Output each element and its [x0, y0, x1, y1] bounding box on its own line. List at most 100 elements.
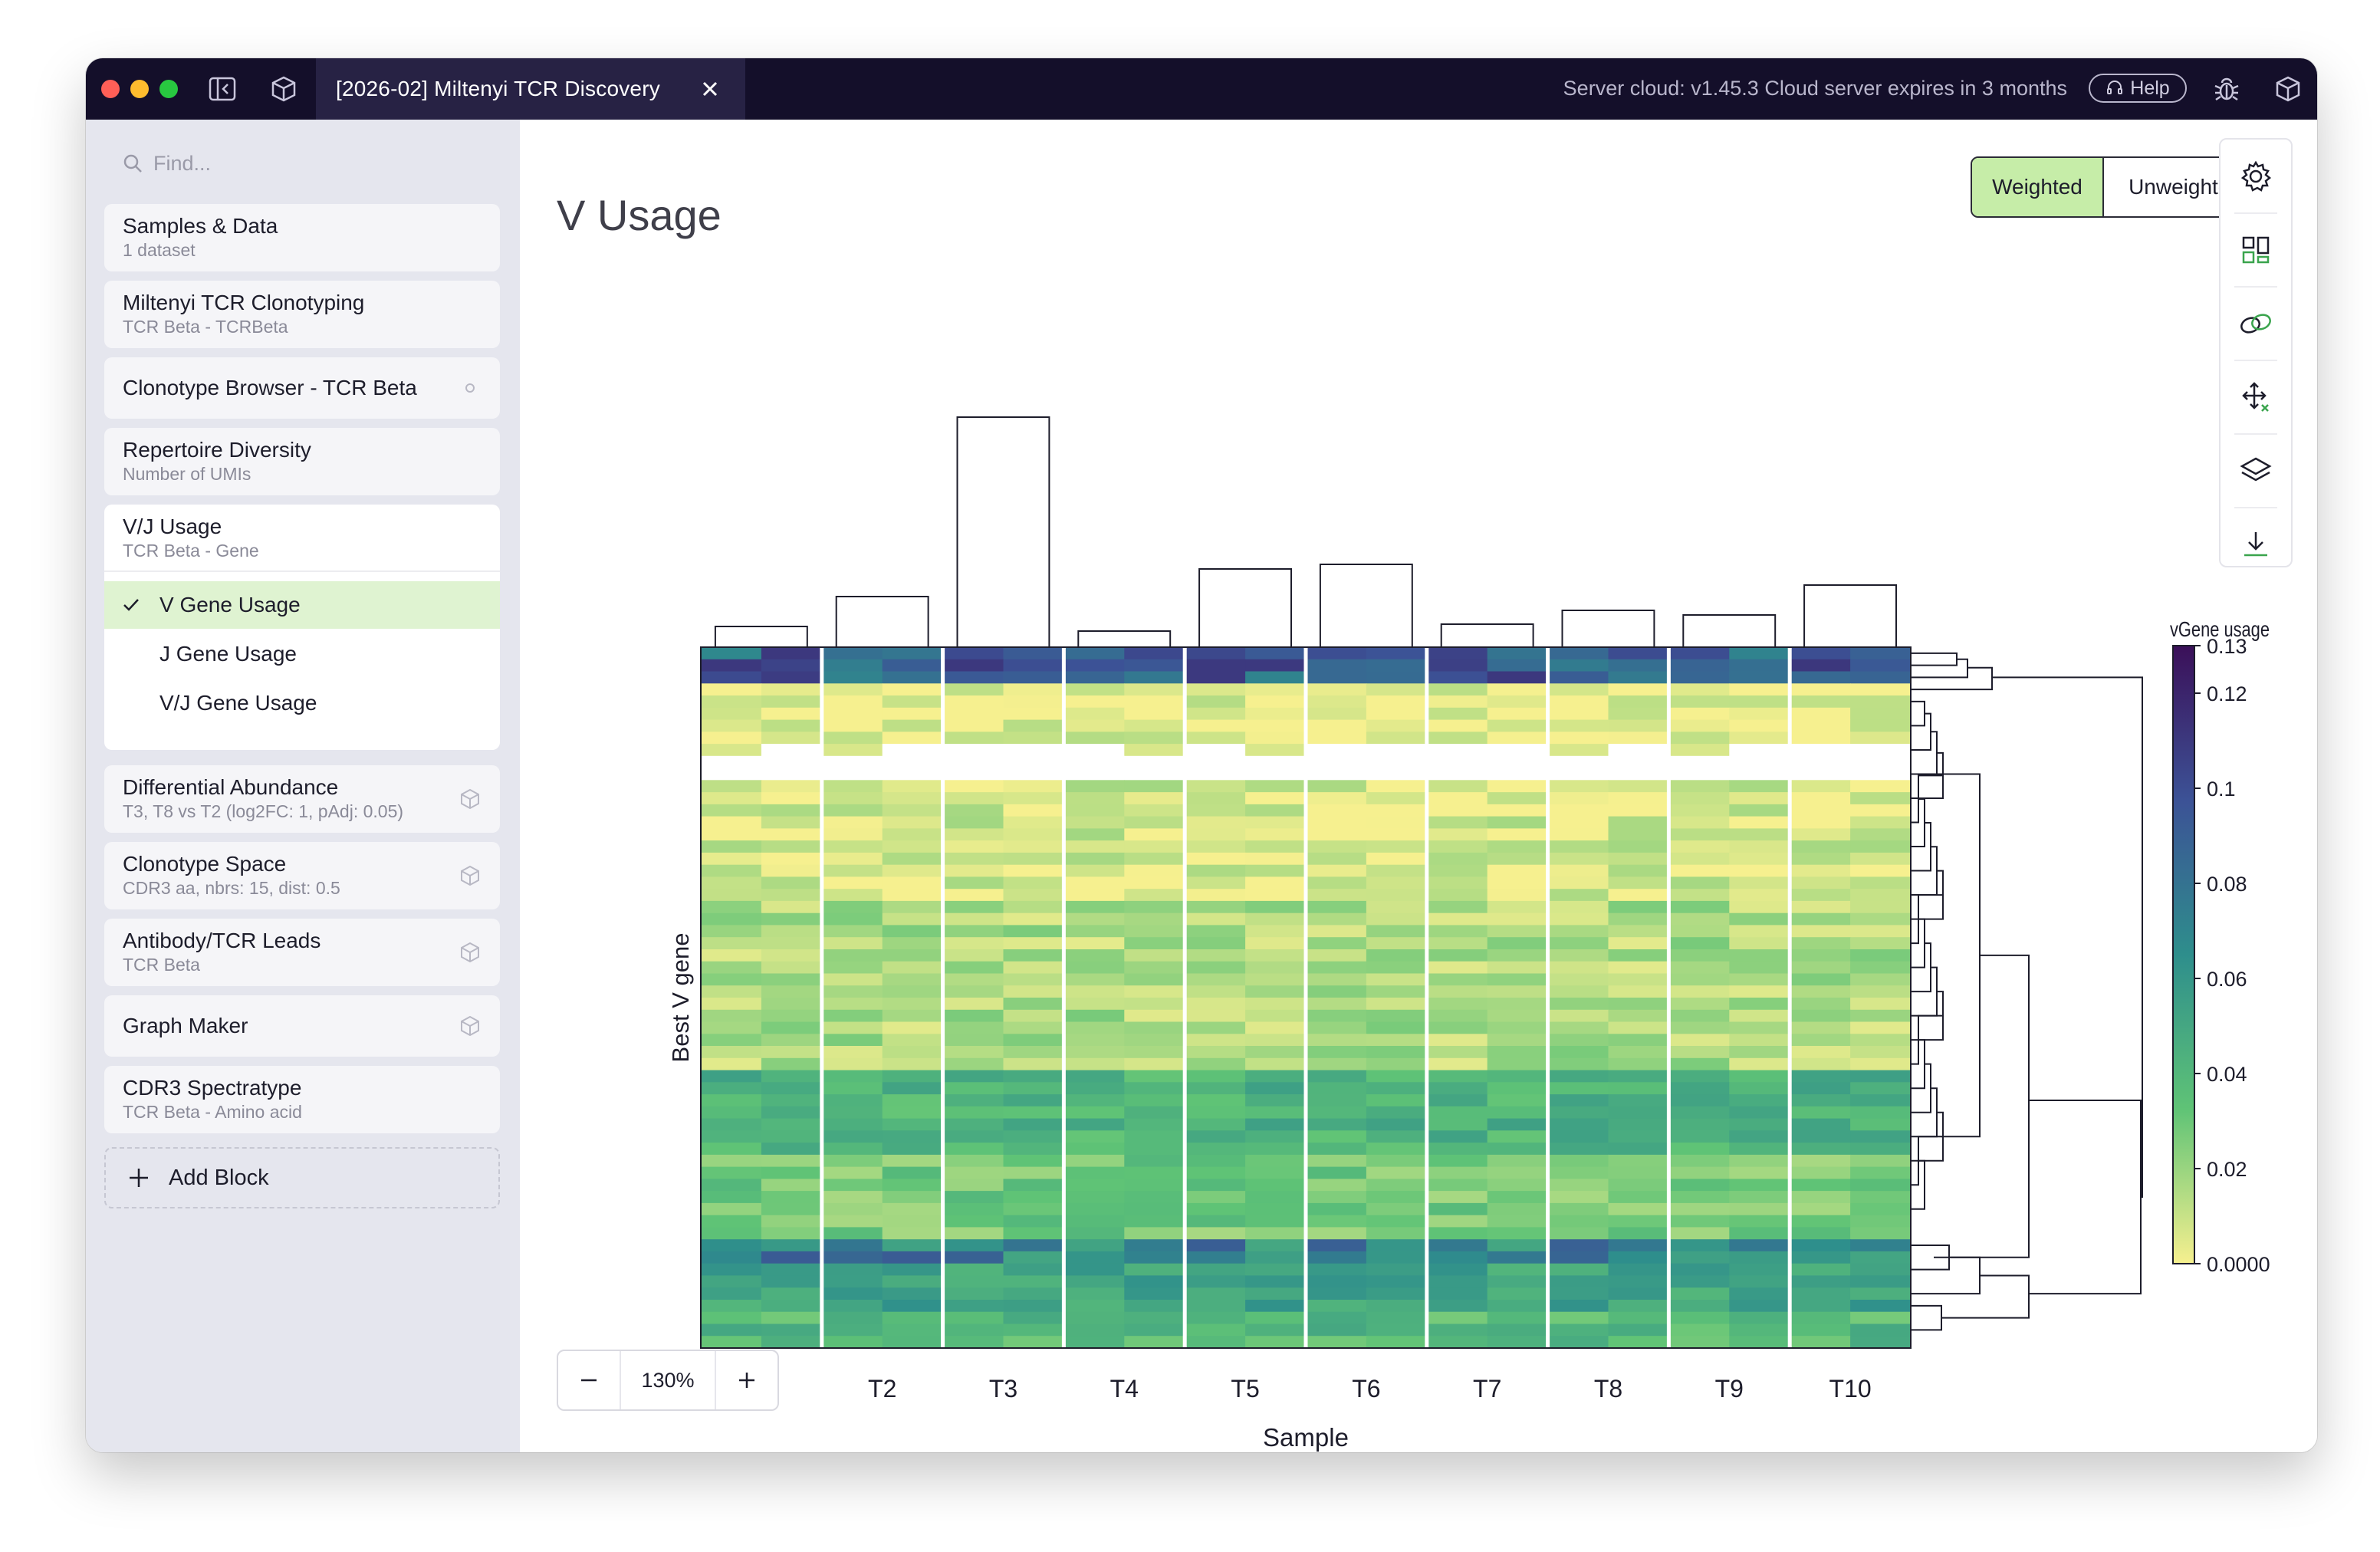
move-axis-icon[interactable] — [2221, 360, 2291, 434]
heatmap-cell — [761, 864, 823, 878]
close-window-button[interactable] — [101, 80, 120, 98]
heatmap-cell — [1124, 1215, 1185, 1228]
heatmap-cell — [942, 889, 1004, 902]
block-vj-usage[interactable]: V/J Usage TCR Beta - Gene V Gene Usage J… — [104, 505, 500, 750]
heatmap-cell — [1063, 1070, 1125, 1083]
block-miltenyi-clonotyping[interactable]: Miltenyi TCR Clonotyping TCR Beta - TCRB… — [104, 281, 500, 348]
heatmap-cell — [1729, 1275, 1790, 1288]
block-cdr3-spectratype[interactable]: CDR3 Spectratype TCR Beta - Amino acid — [104, 1066, 500, 1133]
find-input[interactable] — [152, 150, 446, 176]
heatmap-cell — [1063, 1166, 1125, 1179]
project-box-icon[interactable] — [267, 72, 301, 106]
blocks-layout-icon[interactable] — [2221, 213, 2291, 287]
heatmap-cell — [1487, 1323, 1549, 1337]
heatmap-cell — [1124, 1336, 1185, 1349]
heatmap-cell — [1668, 852, 1730, 866]
x-tick-label: T3 — [989, 1375, 1017, 1402]
heatmap-cell — [1185, 998, 1246, 1011]
heatmap-cell — [1185, 864, 1246, 878]
link-icon[interactable] — [2221, 287, 2291, 360]
heatmap-cell — [882, 1179, 944, 1192]
heatmap-cell — [1124, 1021, 1185, 1034]
maximize-window-button[interactable] — [159, 80, 178, 98]
bug-report-icon[interactable] — [2210, 72, 2244, 106]
heatmap-cell — [701, 1106, 762, 1120]
close-tab-icon[interactable] — [695, 74, 725, 104]
heatmap-cell — [1608, 1034, 1669, 1047]
heatmap-cell — [1487, 1106, 1549, 1120]
heatmap-cell — [1003, 864, 1064, 878]
heatmap-cell — [1063, 1191, 1125, 1204]
dendrogram-link — [1911, 658, 1968, 679]
heatmap-cell — [882, 792, 944, 805]
download-icon[interactable] — [2221, 508, 2291, 581]
heatmap-cell — [1245, 1263, 1307, 1277]
heatmap-cell — [1668, 937, 1730, 950]
heatmap-cell — [1366, 1057, 1428, 1071]
heatmap-cell — [1124, 1082, 1185, 1095]
heatmap-cell — [1306, 1336, 1367, 1349]
layers-icon[interactable] — [2221, 434, 2291, 508]
heatmap-cell — [761, 792, 823, 805]
block-differential-abundance[interactable]: Differential Abundance T3, T8 vs T2 (log… — [104, 765, 500, 833]
heatmap-cell — [942, 1251, 1004, 1264]
heatmap-cell — [1668, 755, 1730, 769]
block-clonotype-space[interactable]: Clonotype Space CDR3 aa, nbrs: 15, dist:… — [104, 842, 500, 909]
minimize-window-button[interactable] — [130, 80, 149, 98]
heatmap-cell — [1487, 961, 1549, 975]
heatmap-cell — [942, 695, 1004, 709]
zoom-out-button[interactable] — [558, 1351, 620, 1409]
find-bar[interactable] — [123, 146, 460, 181]
heatmap-cell — [1366, 1143, 1428, 1156]
block-samples-data[interactable]: Samples & Data 1 dataset — [104, 204, 500, 271]
heatmap-cell — [1426, 1215, 1488, 1228]
heatmap-cell — [1426, 1034, 1488, 1047]
heatmap-cell — [942, 1287, 1004, 1300]
heatmap-cell — [1426, 695, 1488, 709]
heatmap-cell — [1487, 755, 1549, 769]
block-repertoire-diversity[interactable]: Repertoire Diversity Number of UMIs — [104, 428, 500, 495]
block-antibody-tcr-leads[interactable]: Antibody/TCR Leads TCR Beta — [104, 919, 500, 986]
heatmap-cell — [701, 744, 762, 757]
heatmap-cell — [821, 816, 883, 829]
heatmap-cell — [701, 755, 762, 769]
heatmap-cell — [761, 659, 823, 672]
heatmap-cell — [701, 1143, 762, 1156]
sidebar-toggle-icon[interactable] — [205, 72, 239, 106]
heatmap-cell — [1668, 1275, 1730, 1288]
heatmap-cell — [821, 900, 883, 914]
heatmap-cell — [882, 925, 944, 938]
heatmap-cell — [1426, 1287, 1488, 1300]
vj-usage-header[interactable]: V/J Usage TCR Beta - Gene — [104, 505, 500, 572]
subitem-vj-gene-usage[interactable]: V/J Gene Usage — [104, 679, 500, 727]
heatmap-cell — [1668, 973, 1730, 986]
project-tab[interactable]: [2026-02] Miltenyi TCR Discovery — [316, 58, 745, 120]
heatmap-cell — [1729, 1263, 1790, 1277]
heatmap-cell — [701, 768, 762, 781]
heatmap-cell — [1790, 1263, 1851, 1277]
add-block-button[interactable]: Add Block — [104, 1147, 500, 1208]
block-graph-maker[interactable]: Graph Maker — [104, 995, 500, 1057]
help-button[interactable]: Help — [2089, 74, 2187, 103]
heatmap-cell — [1124, 1046, 1185, 1059]
heatmap-cell — [1366, 1009, 1428, 1023]
x-tick-label: T8 — [1594, 1375, 1622, 1402]
heatmap-cell — [1608, 1143, 1669, 1156]
block-clonotype-browser[interactable]: Clonotype Browser - TCR Beta — [104, 357, 500, 419]
heatmap-cell — [1668, 707, 1730, 721]
subitem-j-gene-usage[interactable]: J Gene Usage — [104, 630, 500, 678]
package-icon[interactable] — [2271, 72, 2305, 106]
heatmap-cell — [1306, 1300, 1367, 1313]
weighted-button[interactable]: Weighted — [1972, 158, 2104, 216]
heatmap-cell — [1426, 1166, 1488, 1179]
subitem-v-gene-usage[interactable]: V Gene Usage — [104, 581, 500, 629]
heatmap-cell — [1668, 1227, 1730, 1240]
settings-gear-icon[interactable] — [2221, 140, 2291, 213]
heatmap-cell — [821, 876, 883, 889]
heatmap-cell — [1547, 1191, 1609, 1204]
zoom-in-button[interactable] — [716, 1351, 777, 1409]
heatmap-cell — [1306, 1009, 1367, 1023]
heatmap-cell — [1245, 973, 1307, 986]
heatmap-cell — [1245, 1106, 1307, 1120]
heatmap-cell — [1608, 1227, 1669, 1240]
